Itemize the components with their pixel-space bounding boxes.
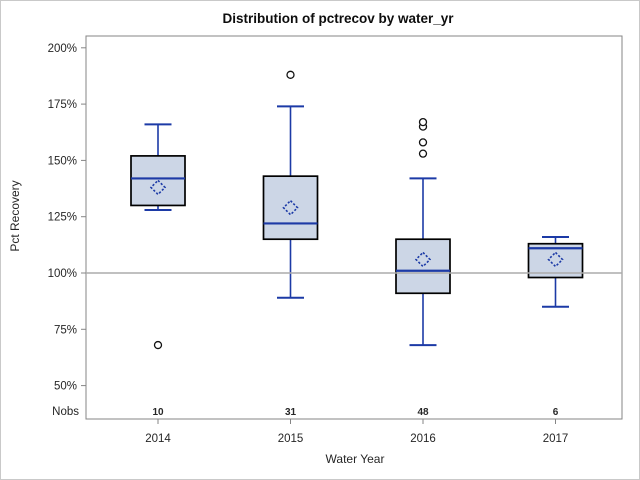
y-tick-label: 100%	[48, 268, 77, 280]
y-tick-label: 175%	[48, 99, 77, 111]
mean-marker-2015	[282, 199, 299, 216]
box-2015	[262, 175, 319, 241]
x-tick-label-2016: 2016	[410, 433, 436, 445]
plot-frame	[85, 35, 623, 420]
x-tick-label-2014: 2014	[145, 433, 171, 445]
y-tick-label: 125%	[48, 212, 77, 224]
outlier-2016	[418, 138, 428, 147]
mean-marker-2017	[547, 251, 564, 268]
x-tick-label-2017: 2017	[543, 433, 569, 445]
box-2016	[395, 238, 451, 295]
y-tick-label: 200%	[48, 43, 77, 55]
mean-marker-2016	[414, 251, 432, 268]
mean-marker-2014	[149, 179, 167, 196]
outlier-2016	[418, 149, 428, 158]
nobs-value-2017: 6	[553, 407, 559, 418]
y-tick-label: 50%	[54, 381, 77, 393]
y-tick-label: 150%	[48, 155, 77, 167]
outlier-2015	[286, 70, 295, 79]
outlier-2016	[418, 117, 428, 127]
nobs-row-label: Nobs	[52, 406, 79, 418]
nobs-value-2015: 31	[285, 407, 297, 418]
chart-title: Distribution of pctrecov by water_yr	[222, 11, 454, 26]
y-axis-label: Pct Recovery	[8, 180, 22, 251]
nobs-value-2016: 48	[417, 407, 429, 418]
box-2017	[527, 242, 584, 279]
x-axis-label: Water Year	[326, 452, 385, 466]
nobs-value-2014: 10	[152, 407, 164, 418]
x-tick-label-2015: 2015	[278, 433, 304, 445]
y-tick-label: 75%	[54, 324, 77, 336]
outlier-2014	[153, 340, 163, 350]
